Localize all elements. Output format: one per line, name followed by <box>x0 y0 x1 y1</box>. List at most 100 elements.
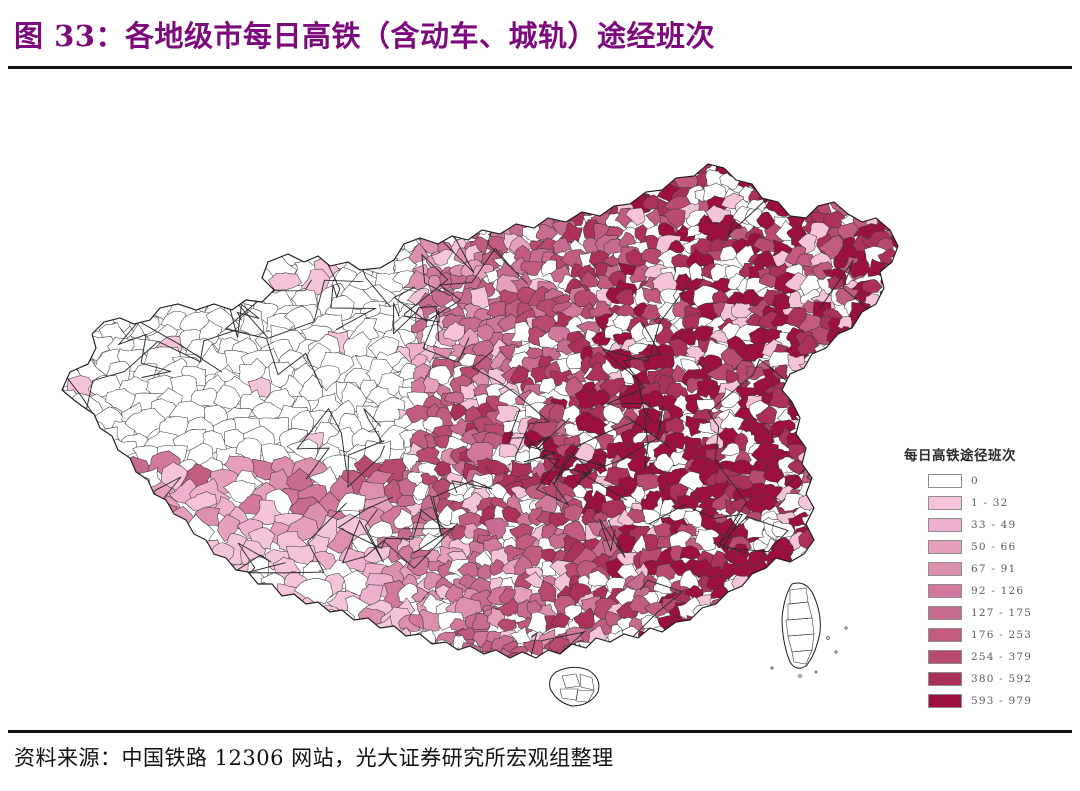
map-prefecture <box>276 609 307 637</box>
map-prefecture <box>471 177 491 193</box>
province-border <box>83 164 220 301</box>
map-prefecture <box>655 644 677 656</box>
map-prefecture <box>62 548 86 575</box>
island-marker <box>834 650 838 654</box>
map-prefecture <box>70 460 99 484</box>
map-prefecture <box>537 188 562 207</box>
divider-bottom <box>8 730 1072 733</box>
map-prefecture <box>410 651 427 658</box>
legend-item: 33 - 49 <box>928 514 1078 536</box>
map-prefecture <box>62 625 88 653</box>
legend-label: 593 - 979 <box>971 695 1033 707</box>
map-prefecture <box>433 167 459 190</box>
map-prefecture <box>680 636 700 655</box>
map-prefecture <box>108 492 142 516</box>
map-prefecture <box>412 170 436 193</box>
map-prefecture <box>220 169 252 194</box>
map-prefecture <box>133 594 167 624</box>
map-prefecture <box>102 615 135 647</box>
province-border <box>817 405 866 499</box>
legend-item: 254 - 379 <box>928 646 1078 668</box>
map-prefecture <box>122 527 144 552</box>
province-border <box>523 417 571 506</box>
map-prefecture <box>720 624 736 642</box>
map-prefecture <box>861 388 884 407</box>
map-prefecture <box>820 164 844 176</box>
map-prefecture <box>621 639 639 658</box>
map-prefecture <box>257 164 292 184</box>
map-prefecture <box>210 180 238 204</box>
map-prefecture <box>841 495 862 516</box>
map-prefecture <box>62 634 77 658</box>
map-prefecture <box>550 177 575 194</box>
map-prefecture <box>62 556 66 580</box>
map-prefecture <box>425 184 448 208</box>
map-prefecture <box>796 233 818 255</box>
map-prefecture <box>605 651 628 658</box>
map-prefecture <box>863 176 881 192</box>
map-prefecture <box>818 544 845 565</box>
map-prefecture <box>826 567 849 583</box>
map-prefecture <box>811 394 839 416</box>
map-prefecture <box>152 208 185 235</box>
map-prefecture <box>737 657 754 658</box>
legend-label: 1 - 32 <box>971 497 1009 509</box>
map-prefecture <box>444 211 465 229</box>
map-prefecture <box>731 302 754 320</box>
map-prefecture <box>62 164 84 189</box>
map-prefecture <box>796 335 821 355</box>
map-prefecture <box>845 418 863 432</box>
map-prefecture <box>395 199 418 219</box>
map-prefecture <box>406 556 430 577</box>
map-prefecture <box>785 565 808 583</box>
map-prefecture <box>539 650 569 658</box>
map-prefecture <box>875 171 898 192</box>
map-prefecture <box>875 652 896 658</box>
map-prefecture <box>408 640 432 658</box>
map-prefecture <box>98 532 125 556</box>
map-prefecture <box>318 622 349 647</box>
map-prefecture <box>886 164 898 182</box>
map-prefecture <box>74 438 108 470</box>
map-prefecture <box>815 183 835 202</box>
map-prefecture <box>145 502 178 528</box>
map-prefecture <box>855 173 871 190</box>
map-prefecture <box>266 645 299 658</box>
map-prefecture <box>729 164 750 178</box>
map-prefecture <box>896 426 898 446</box>
map-prefecture <box>343 179 377 204</box>
legend-item: 67 - 91 <box>928 558 1078 580</box>
map-prefecture <box>323 164 356 195</box>
map-prefecture <box>867 201 887 219</box>
map-prefecture <box>457 562 482 579</box>
map-prefecture <box>866 464 887 482</box>
map-prefecture <box>87 622 115 647</box>
map-prefecture <box>811 518 833 541</box>
map-prefecture <box>151 200 180 227</box>
map-prefecture <box>890 364 898 382</box>
map-prefecture <box>418 533 446 553</box>
map-prefecture <box>292 200 323 227</box>
map-prefecture <box>630 320 647 342</box>
map-prefecture <box>313 187 344 210</box>
map-prefecture <box>772 364 789 380</box>
map-prefecture <box>851 630 877 651</box>
map-prefecture <box>694 638 718 658</box>
map-prefecture <box>888 199 898 218</box>
map-prefecture <box>744 583 765 603</box>
map-prefecture <box>98 630 126 657</box>
map-prefecture <box>548 187 569 207</box>
map-prefecture <box>62 426 74 457</box>
map-prefecture <box>874 589 896 609</box>
map-prefecture <box>851 391 869 409</box>
map-prefecture <box>813 177 834 194</box>
map-prefecture <box>535 224 559 241</box>
map-prefecture <box>636 473 665 492</box>
map-prefecture <box>863 499 885 515</box>
map-prefecture <box>537 196 559 216</box>
map-prefecture <box>873 507 898 528</box>
map-prefecture <box>555 337 578 356</box>
map-prefecture <box>666 641 693 658</box>
map-prefecture <box>868 387 889 402</box>
map-prefecture <box>171 643 204 658</box>
